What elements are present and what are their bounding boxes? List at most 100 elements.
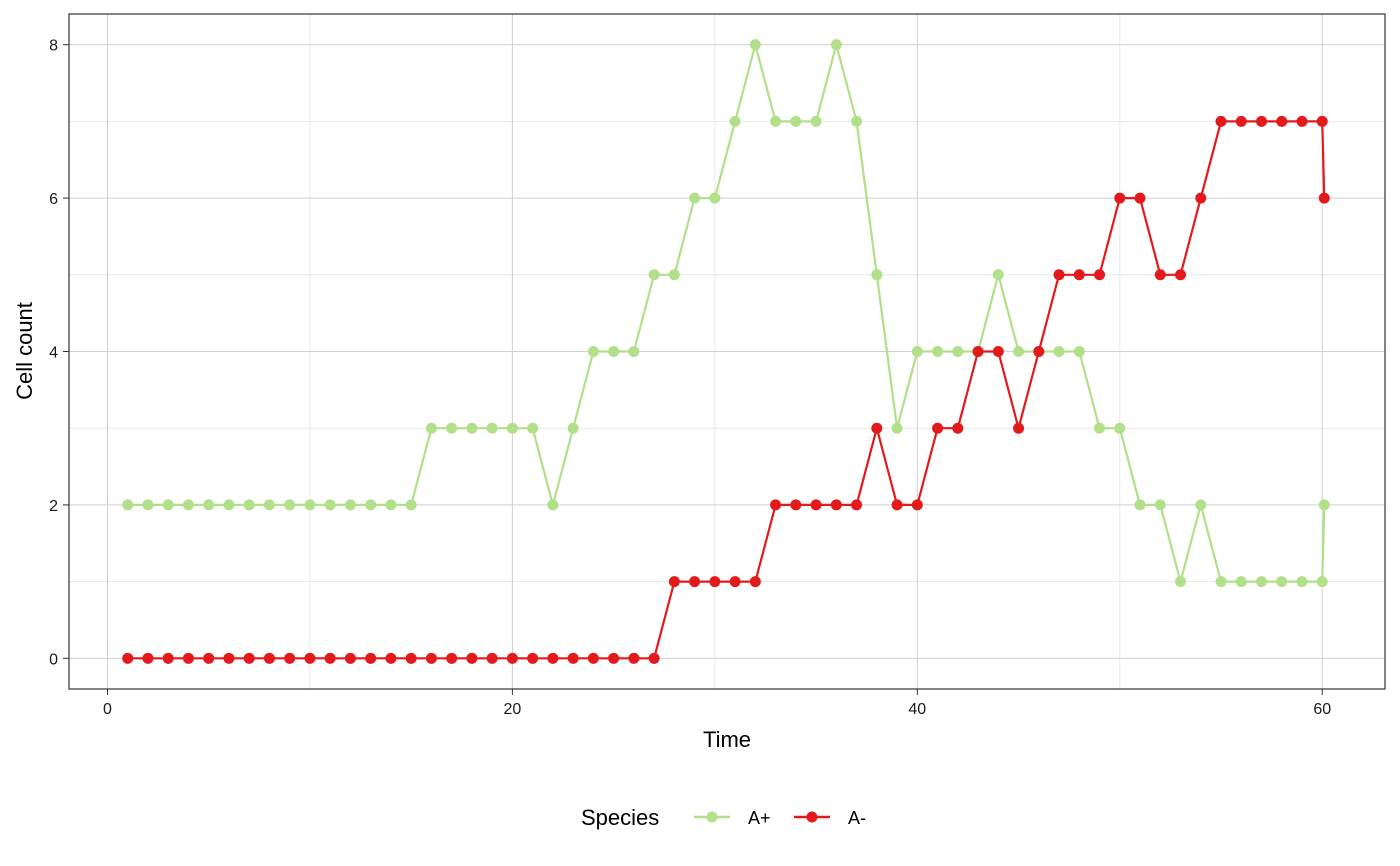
data-point xyxy=(344,652,356,664)
data-point xyxy=(1175,576,1187,588)
data-point xyxy=(1033,346,1045,357)
data-point xyxy=(1215,576,1227,588)
data-point xyxy=(547,499,559,511)
data-point xyxy=(810,499,822,511)
data-point xyxy=(1316,576,1328,588)
data-point xyxy=(770,499,782,511)
data-point xyxy=(871,422,883,434)
data-point xyxy=(1013,346,1025,357)
data-point xyxy=(1134,192,1146,204)
x-tick-label: 0 xyxy=(103,701,112,718)
data-point xyxy=(1013,422,1025,434)
y-tick-label: 0 xyxy=(49,651,58,668)
data-point xyxy=(891,422,903,434)
data-point xyxy=(263,652,275,664)
axes: 0 20 40 60 0 2 4 6 8 xyxy=(49,38,1331,718)
data-point xyxy=(992,346,1004,357)
data-point xyxy=(263,499,275,511)
data-point xyxy=(749,39,761,51)
legend-title: Species xyxy=(581,805,659,830)
data-point xyxy=(182,499,194,511)
data-point xyxy=(1094,422,1106,434)
data-point xyxy=(1114,192,1126,204)
data-point xyxy=(952,346,964,357)
data-point xyxy=(729,576,741,588)
data-point xyxy=(1134,499,1146,511)
data-point xyxy=(668,269,680,281)
legend-label: A+ xyxy=(748,808,771,828)
data-point xyxy=(284,652,296,664)
data-point xyxy=(587,346,599,357)
data-point xyxy=(547,652,559,664)
data-point xyxy=(1296,576,1308,588)
data-point xyxy=(1053,346,1065,357)
data-point xyxy=(1296,115,1308,127)
data-point xyxy=(830,499,842,511)
data-point xyxy=(790,115,802,127)
data-point xyxy=(1195,499,1207,511)
data-point xyxy=(506,652,518,664)
data-point xyxy=(1318,499,1330,511)
data-point xyxy=(304,499,316,511)
data-point xyxy=(304,652,316,664)
data-point xyxy=(486,652,498,664)
data-point xyxy=(1235,576,1247,588)
data-point xyxy=(608,652,620,664)
data-point xyxy=(668,576,680,588)
data-point xyxy=(446,652,458,664)
legend-label: A- xyxy=(848,808,866,828)
data-point xyxy=(628,346,640,357)
data-point xyxy=(770,115,782,127)
data-point xyxy=(587,652,599,664)
data-point xyxy=(506,422,518,434)
data-point xyxy=(405,652,417,664)
data-point xyxy=(972,346,984,357)
y-tick-label: 6 xyxy=(49,191,58,208)
data-point xyxy=(466,652,478,664)
x-axis-title: Time xyxy=(703,727,751,752)
data-point xyxy=(466,422,478,434)
data-point xyxy=(405,499,417,511)
data-point xyxy=(749,576,761,588)
data-point xyxy=(891,499,903,511)
x-tick-label: 60 xyxy=(1313,701,1331,718)
data-point xyxy=(790,499,802,511)
data-point xyxy=(1276,576,1288,588)
data-point xyxy=(162,652,174,664)
data-point xyxy=(648,652,660,664)
data-point xyxy=(142,652,154,664)
data-point xyxy=(1053,269,1065,281)
data-point xyxy=(223,499,235,511)
data-point xyxy=(122,652,134,664)
data-point xyxy=(911,499,923,511)
data-point xyxy=(182,652,194,664)
data-point xyxy=(1154,499,1166,511)
data-point xyxy=(527,422,539,434)
data-point xyxy=(425,652,437,664)
data-point xyxy=(608,346,620,357)
series-layer xyxy=(122,39,1330,664)
data-point xyxy=(122,499,134,511)
data-point xyxy=(992,269,1004,281)
data-point xyxy=(709,192,721,204)
data-point xyxy=(142,499,154,511)
data-point xyxy=(932,346,944,357)
data-point xyxy=(385,499,397,511)
data-point xyxy=(709,576,721,588)
data-point xyxy=(911,346,923,357)
data-point xyxy=(567,422,579,434)
data-point xyxy=(1255,576,1267,588)
data-point xyxy=(446,422,458,434)
data-point xyxy=(1114,422,1126,434)
x-tick-label: 40 xyxy=(908,701,926,718)
data-point xyxy=(851,115,863,127)
data-point xyxy=(203,499,215,511)
data-point xyxy=(729,115,741,127)
data-point xyxy=(365,652,377,664)
data-point xyxy=(689,192,701,204)
legend-key-point xyxy=(706,811,718,823)
data-point xyxy=(851,499,863,511)
y-axis-title: Cell count xyxy=(12,302,37,400)
